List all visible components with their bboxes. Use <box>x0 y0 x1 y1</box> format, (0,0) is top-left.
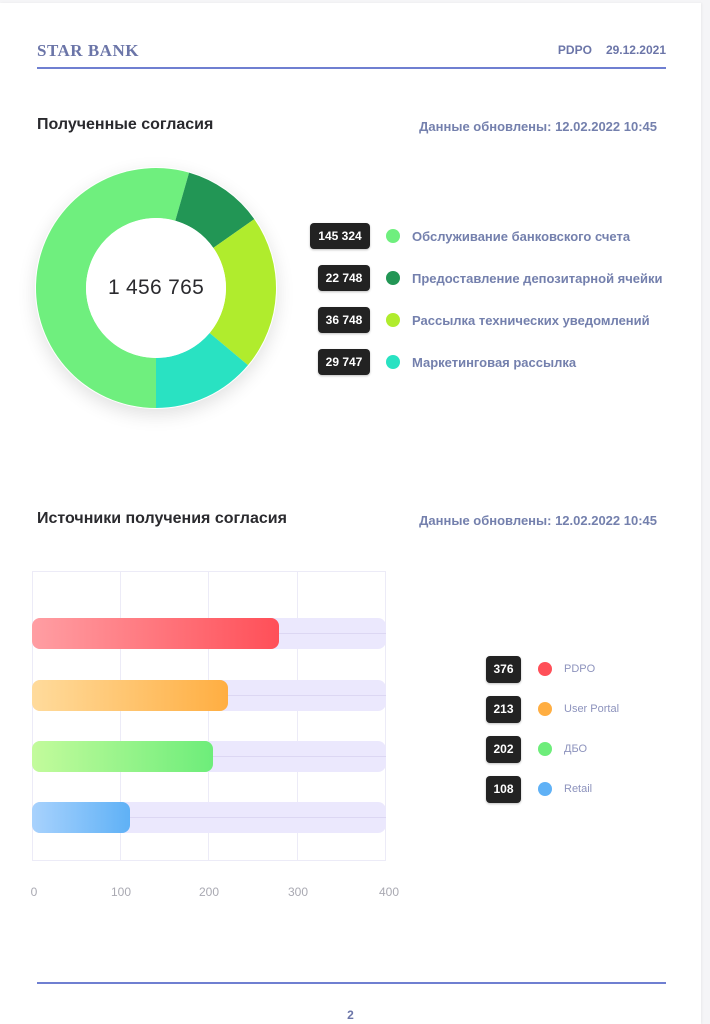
legend-dot-icon <box>386 271 400 285</box>
donut-chart-svg <box>36 168 276 408</box>
legend-item: 36 748 Рассылка технических уведомлений <box>310 299 663 341</box>
legend-item: 376 PDPO <box>486 649 619 689</box>
bar-retail[interactable] <box>32 802 131 833</box>
legend-item: 202 ДБО <box>486 729 619 769</box>
legend-value-badge: 376 <box>486 655 521 683</box>
donut-segment[interactable] <box>209 219 276 366</box>
donut-chart: 1 456 765 <box>35 167 277 409</box>
grid-line <box>385 571 386 861</box>
bar-chart <box>32 571 386 861</box>
legend-label: Предоставление депозитарной ячейки <box>412 270 663 286</box>
brand-logo: STAR BANK <box>37 41 139 60</box>
legend-value-badge: 213 <box>486 695 521 723</box>
legend-label: ДБО <box>564 743 588 755</box>
x-tick-label: 300 <box>287 885 309 899</box>
page-number: 2 <box>347 1008 354 1022</box>
bar-user-portal[interactable] <box>32 680 228 711</box>
legend-item: 213 User Portal <box>486 689 619 729</box>
donut-legend: 145 324 Обслуживание банковского счета 2… <box>310 215 663 383</box>
legend-label: User Portal <box>564 703 620 715</box>
legend-value-badge: 145 324 <box>310 223 370 249</box>
legend-value-badge: 22 748 <box>318 265 370 291</box>
donut-segment[interactable] <box>156 332 248 408</box>
section-title-consents: Полученные согласия <box>37 116 214 133</box>
legend-value-badge: 29 747 <box>318 349 370 375</box>
legend-item: 145 324 Обслуживание банковского счета <box>310 215 663 257</box>
grid-line <box>297 571 298 861</box>
donut-segment[interactable] <box>36 168 190 408</box>
legend-dot-icon <box>386 229 400 243</box>
legend-item: 108 Retail <box>486 769 619 809</box>
legend-dot-icon <box>538 742 552 756</box>
report-date: 29.12.2021 <box>605 43 666 57</box>
legend-label: Рассылка технических уведомлений <box>412 312 650 328</box>
legend-value-badge: 36 748 <box>318 307 370 333</box>
legend-dot-icon <box>386 355 400 369</box>
updated-timestamp-consents: Данные обновлены: 12.02.2022 10:45 <box>419 119 657 134</box>
grid-line <box>120 571 121 861</box>
bar-track-retail <box>32 802 386 833</box>
legend-value-badge: 202 <box>486 735 521 763</box>
legend-dot-icon <box>538 782 552 796</box>
legend-value-badge: 108 <box>486 775 521 803</box>
report-page: STAR BANK PDPO 29.12.2021 Полученные согл… <box>0 3 701 1024</box>
x-tick-label: 100 <box>110 885 132 899</box>
bar-track-user-portal <box>32 680 386 711</box>
updated-timestamp-sources: Данные обновлены: 12.02.2022 10:45 <box>419 513 657 528</box>
legend-item: 22 748 Предоставление депозитарной ячейк… <box>310 257 663 299</box>
grid-line <box>32 571 386 572</box>
legend-item: 29 747 Маркетинговая рассылка <box>310 341 663 383</box>
report-header: STAR BANK PDPO 29.12.2021 <box>37 41 666 71</box>
x-axis-line <box>32 860 386 861</box>
legend-label: Обслуживание банковского счета <box>412 228 631 244</box>
legend-dot-icon <box>538 702 552 716</box>
bar-track-dbo <box>32 741 386 772</box>
bar-dbo[interactable] <box>32 741 214 772</box>
legend-label: Маркетинговая рассылка <box>412 354 577 370</box>
grid-line <box>208 571 209 861</box>
legend-label: PDPO <box>564 663 596 675</box>
legend-dot-icon <box>386 313 400 327</box>
x-tick-label: 200 <box>198 885 220 899</box>
legend-dot-icon <box>538 662 552 676</box>
bar-pdpo[interactable] <box>32 618 279 649</box>
x-tick-label: 400 <box>378 885 400 899</box>
x-tick-label: 0 <box>30 885 38 899</box>
donut-total: 1 456 765 <box>107 276 205 299</box>
legend-label: Retail <box>564 783 593 795</box>
grid-line <box>32 571 33 861</box>
report-meta: PDPO 29.12.2021 <box>558 43 666 57</box>
bar-track-pdpo <box>32 618 386 649</box>
section-title-sources: Источники получения согласия <box>37 510 287 527</box>
bar-legend: 376 PDPO 213 User Portal 202 ДБО 108 Ret… <box>486 649 619 809</box>
footer-divider <box>37 982 666 984</box>
header-divider <box>37 67 666 69</box>
report-code: PDPO <box>557 43 592 57</box>
donut-segment[interactable] <box>175 172 255 248</box>
